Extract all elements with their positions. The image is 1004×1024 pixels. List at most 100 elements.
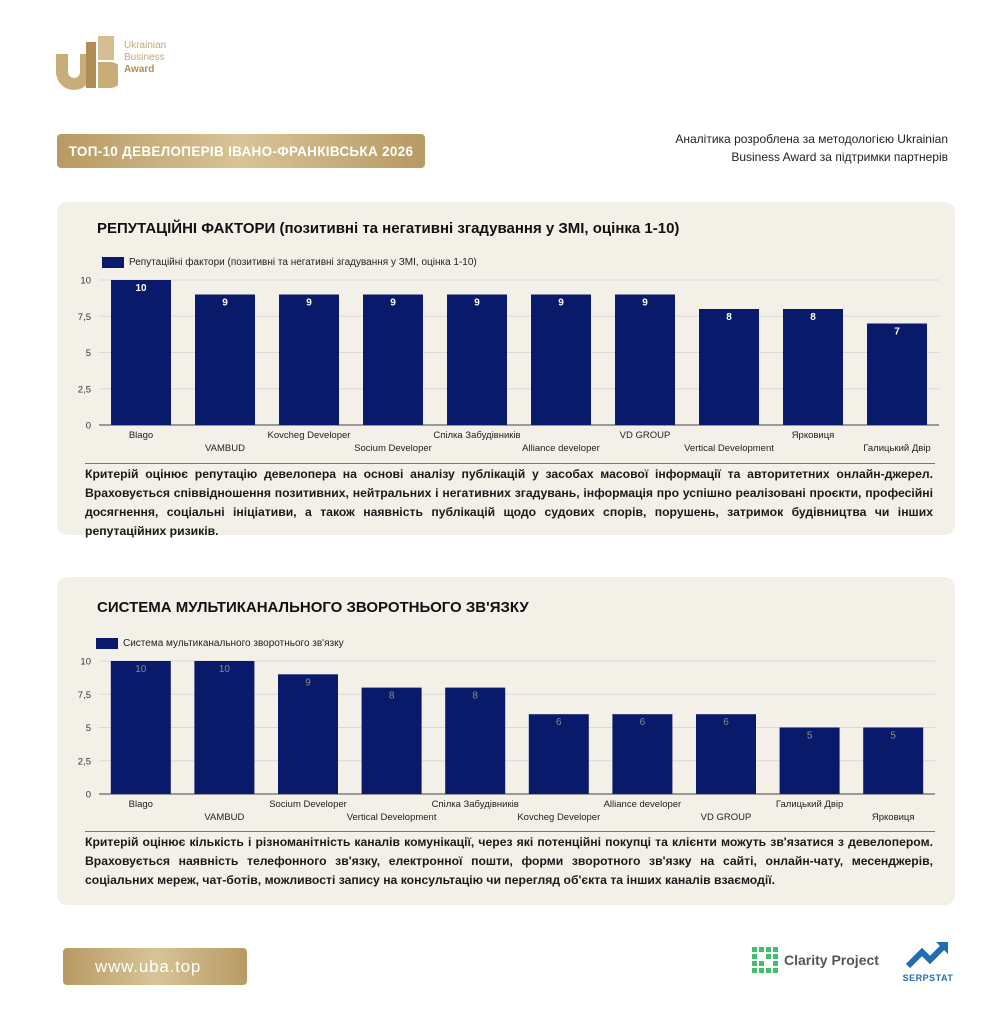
chart-title: РЕПУТАЦІЙНІ ФАКТОРИ (позитивні та негати… [97, 220, 680, 237]
y-tick-label: 10 [80, 276, 91, 287]
category-label: Alliance developer [604, 799, 682, 810]
serpstat-chart-icon [905, 941, 949, 969]
bar [696, 714, 756, 794]
category-label: Спілка Забудівників [433, 430, 520, 441]
y-tick-label: 0 [86, 790, 91, 801]
category-label: Kovcheg Developer [268, 430, 351, 441]
category-label: Socium Developer [269, 799, 347, 810]
legend-swatch [102, 257, 124, 268]
bar [699, 309, 759, 425]
bar-value-label: 6 [723, 717, 729, 728]
bar [361, 687, 422, 794]
methodology-line-1: Аналітика розроблена за методологією Ukr… [675, 132, 948, 146]
bar [195, 294, 255, 425]
bar-value-label: 8 [810, 312, 816, 323]
category-label: VAMBUD [204, 812, 244, 823]
bar-value-label: 10 [135, 664, 147, 675]
bar-value-label: 9 [305, 677, 311, 688]
y-tick-label: 5 [86, 723, 91, 734]
bar [783, 309, 843, 425]
y-tick-label: 7,5 [78, 312, 91, 323]
bar [615, 294, 675, 425]
bar [447, 294, 507, 425]
website-link[interactable]: www.uba.top [63, 948, 247, 985]
chart-description: Критерій оцінює кількість і різноманітні… [85, 835, 933, 887]
bar-value-label: 9 [390, 298, 396, 309]
bar [111, 280, 171, 425]
category-label: Спілка Забудівників [432, 799, 519, 810]
category-label: Галицький Двір [776, 799, 843, 810]
category-label: Kovcheg Developer [517, 812, 600, 823]
bar [779, 727, 840, 794]
bar-value-label: 8 [726, 312, 732, 323]
feedback-chart: 0 2,5 5 7,5 10 10 Blago 10 VAMBUD 9 Socium Develop… [78, 657, 935, 823]
category-label: Ярковиця [792, 430, 835, 441]
logo-text: Ukrainian Business Award [124, 40, 166, 76]
bar [363, 294, 423, 425]
bar-value-label: 10 [219, 664, 231, 675]
logo-line-3: Award [124, 64, 155, 75]
bar-value-label: 9 [222, 298, 228, 309]
clarity-grid-icon [752, 947, 778, 973]
category-label: Blago [129, 799, 153, 810]
bar-value-label: 9 [642, 298, 648, 309]
bar [279, 294, 339, 425]
y-tick-label: 10 [80, 657, 91, 668]
bar [863, 727, 924, 794]
legend-label: Репутаційні фактори (позитивні та негати… [129, 257, 477, 268]
category-label: Socium Developer [354, 443, 432, 454]
category-label: Галицький Двір [863, 443, 930, 454]
clarity-project-logo: Clarity Project [752, 947, 879, 973]
chart-panel-reputation: РЕПУТАЦІЙНІ ФАКТОРИ (позитивні та негати… [57, 202, 955, 538]
logo-line-1: Ukrainian [124, 40, 167, 51]
clarity-project-label: Clarity Project [784, 952, 879, 968]
bar-value-label: 9 [474, 298, 480, 309]
serpstat-logo: SERPSTAT [898, 940, 958, 983]
bar [110, 661, 171, 794]
serpstat-label: SERPSTAT [902, 973, 954, 983]
ubа-logo: Ukrainian Business Award [56, 36, 206, 92]
reputation-chart: 0 2,5 5 7,5 10 10 Blago 9 VAMBUD 9 Kovcheg Develop… [78, 276, 939, 454]
divider [85, 463, 935, 464]
category-label: Alliance developer [522, 443, 600, 454]
category-label: Ярковиця [872, 812, 915, 823]
logo-line-2: Business [124, 52, 165, 63]
chart-legend: Репутаційні фактори (позитивні та негати… [102, 257, 477, 268]
category-label: Blago [129, 430, 153, 441]
chart-panel-feedback: СИСТЕМА МУЛЬТИКАНАЛЬНОГО ЗВОРОТНЬОГО ЗВ'… [57, 577, 955, 905]
y-tick-label: 0 [86, 421, 91, 432]
bar [194, 661, 255, 794]
divider [85, 831, 935, 832]
legend-swatch [96, 638, 118, 649]
bar-value-label: 5 [807, 731, 813, 742]
category-label: Vertical Development [684, 443, 774, 454]
bar [278, 674, 338, 794]
y-tick-label: 2,5 [78, 756, 91, 767]
bar [528, 714, 589, 794]
bar-value-label: 9 [306, 298, 312, 309]
methodology-line-2: Business Award за підтримки партнерів [731, 150, 948, 164]
bar-value-label: 6 [556, 717, 562, 728]
chart-legend: Система мультиканального зворотнього зв'… [96, 638, 344, 649]
legend-label: Система мультиканального зворотнього зв'… [123, 638, 344, 649]
category-label: VAMBUD [205, 443, 245, 454]
y-tick-label: 7,5 [78, 690, 91, 701]
category-label: VD GROUP [620, 430, 671, 441]
category-label: VD GROUP [701, 812, 752, 823]
bar-value-label: 9 [558, 298, 564, 309]
uba-logo-mark-icon [56, 36, 123, 90]
bar [867, 323, 927, 425]
bar-value-label: 8 [389, 691, 395, 702]
y-tick-label: 5 [86, 348, 91, 359]
y-tick-label: 2,5 [78, 384, 91, 395]
bar-value-label: 8 [472, 691, 478, 702]
page-title: ТОП-10 ДЕВЕЛОПЕРІВ ІВАНО-ФРАНКІВСЬКА 202… [57, 134, 425, 168]
category-label: Vertical Development [347, 812, 437, 823]
methodology-note: Аналітика розроблена за методологією Ukr… [628, 130, 948, 166]
bar-value-label: 7 [894, 327, 900, 338]
bar-value-label: 5 [890, 731, 896, 742]
bar [612, 714, 673, 794]
chart-description: Критерій оцінює репутацію девелопера на … [85, 467, 933, 538]
bar [531, 294, 591, 425]
bar-value-label: 6 [640, 717, 646, 728]
